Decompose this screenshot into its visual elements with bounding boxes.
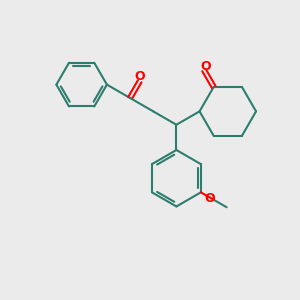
Text: O: O [200, 60, 211, 73]
Text: O: O [134, 70, 145, 83]
Text: O: O [205, 192, 215, 205]
